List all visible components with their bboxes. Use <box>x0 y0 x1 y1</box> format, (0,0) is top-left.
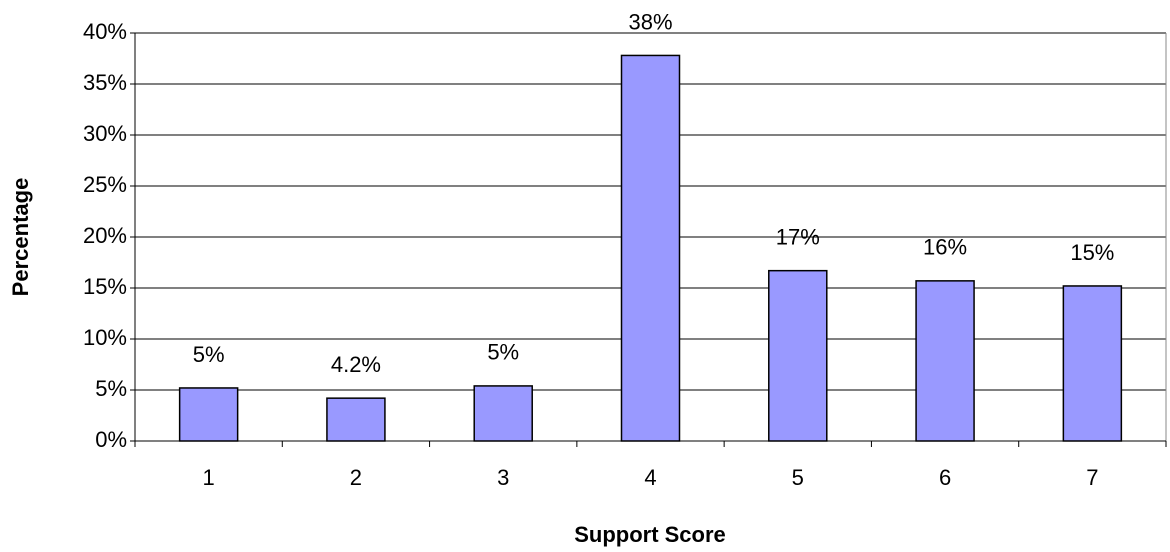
x-axis-title: Support Score <box>574 522 726 547</box>
x-tick-label: 6 <box>939 465 951 490</box>
y-tick-label: 25% <box>83 172 127 197</box>
y-tick-label: 5% <box>95 376 127 401</box>
y-tick-label: 0% <box>95 427 127 452</box>
y-tick-label: 35% <box>83 70 127 95</box>
data-label: 17% <box>776 224 820 249</box>
bar <box>620 54 681 442</box>
data-label: 15% <box>1070 240 1114 265</box>
y-tick-label: 30% <box>83 121 127 146</box>
y-tick-label: 10% <box>83 325 127 350</box>
y-tick-label: 20% <box>83 223 127 248</box>
x-tick-label: 1 <box>203 465 215 490</box>
bar <box>326 397 386 442</box>
data-label: 5% <box>193 342 225 367</box>
x-tick-label: 7 <box>1086 465 1098 490</box>
x-tick-label: 4 <box>644 465 656 490</box>
x-tick-label: 5 <box>792 465 804 490</box>
bar <box>915 280 975 442</box>
bar <box>1062 285 1123 442</box>
data-label: 16% <box>923 235 967 260</box>
data-label: 4.2% <box>331 352 381 377</box>
bar <box>768 269 828 442</box>
data-label: 38% <box>628 9 672 34</box>
y-tick-label: 40% <box>83 19 127 44</box>
y-axis-title: Percentage <box>8 178 33 297</box>
data-label: 5% <box>487 340 519 365</box>
x-tick-label: 2 <box>350 465 362 490</box>
y-tick-label: 15% <box>83 274 127 299</box>
x-tick-label: 3 <box>497 465 509 490</box>
bar <box>178 387 239 442</box>
bar <box>473 385 533 442</box>
